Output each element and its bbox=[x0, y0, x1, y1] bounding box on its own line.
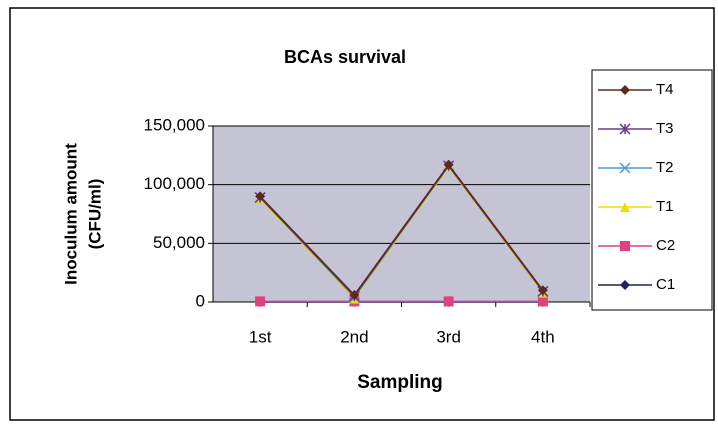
y-tick-label: 150,000 bbox=[144, 115, 205, 134]
legend-label: T4 bbox=[656, 81, 674, 98]
y-axis-label-line: (CFU/ml) bbox=[85, 179, 104, 250]
legend-label: C2 bbox=[656, 237, 675, 254]
chart: BCAs survival Sampling Inoculum amount (… bbox=[0, 0, 718, 428]
y-tick-label: 50,000 bbox=[153, 233, 205, 252]
x-tick-label: 3rd bbox=[436, 327, 461, 346]
chart-title: BCAs survival bbox=[284, 47, 406, 67]
x-tick-label: 4th bbox=[531, 327, 555, 346]
x-tick-label: 1st bbox=[249, 327, 272, 346]
x-tick-label: 2nd bbox=[340, 327, 368, 346]
marker bbox=[255, 296, 265, 306]
y-axis-label-line: Inoculum amount bbox=[61, 143, 80, 285]
legend-label: C1 bbox=[656, 276, 675, 293]
legend bbox=[592, 70, 712, 310]
x-axis-label: Sampling bbox=[357, 372, 443, 393]
marker bbox=[538, 296, 548, 306]
marker bbox=[444, 296, 454, 306]
y-tick-label: 0 bbox=[196, 291, 205, 310]
marker bbox=[620, 241, 630, 251]
legend-label: T3 bbox=[656, 120, 674, 137]
legend-label: T1 bbox=[656, 198, 674, 215]
y-tick-label: 100,000 bbox=[144, 174, 205, 193]
plot-area bbox=[213, 126, 590, 302]
legend-label: T2 bbox=[656, 159, 674, 176]
page: {"chart_data": {"type": "line", "title":… bbox=[0, 0, 718, 433]
